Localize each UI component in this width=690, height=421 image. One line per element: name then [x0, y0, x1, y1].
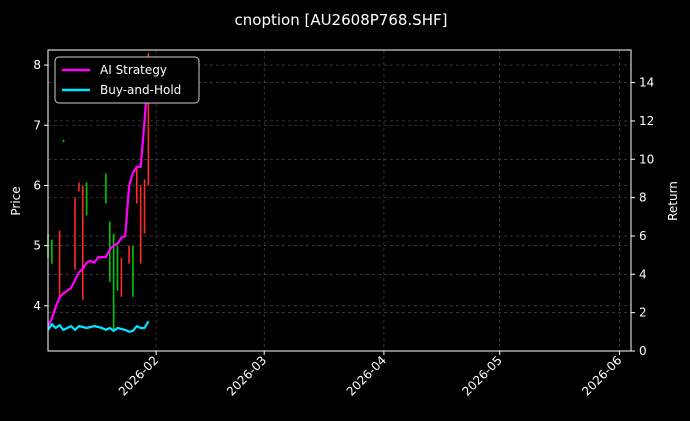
series-line-ai-strategy: [47, 72, 150, 327]
candle: [51, 239, 53, 264]
candle: [143, 179, 146, 234]
legend-label-ai-strategy: AI Strategy: [100, 63, 167, 77]
y-right-tick-label: 4: [639, 267, 647, 281]
candle: [132, 245, 134, 297]
y-right-tick-label: 12: [639, 114, 654, 128]
axes-frame: [47, 49, 632, 352]
series-line-buy-and-hold: [47, 320, 150, 333]
y-left-tick-label: 6: [33, 178, 41, 192]
chart-title: cnoption [AU2608P768.SHF]: [235, 11, 448, 29]
candle: [58, 230, 61, 297]
y-left-tick-label: 5: [33, 239, 41, 253]
candle: [62, 139, 65, 143]
series-lines: [47, 72, 150, 333]
y-right-tick-label: 14: [639, 76, 654, 90]
y-left-tick-label: 4: [33, 299, 41, 313]
candle: [120, 257, 123, 297]
y-left-tick-label: 7: [33, 118, 41, 132]
legend-label-buy-and-hold: Buy-and-Hold: [100, 83, 181, 97]
y-axis-left-label: Price: [9, 186, 23, 215]
candle: [147, 53, 150, 186]
y-right-tick-label: 6: [639, 229, 647, 243]
candle: [139, 185, 142, 264]
y-right-tick-label: 10: [639, 152, 654, 166]
candle: [78, 182, 80, 192]
y-right-tick-label: 0: [639, 344, 647, 358]
candle: [136, 167, 138, 204]
candle: [81, 185, 84, 300]
y-right-tick-label: 8: [639, 191, 647, 205]
y-axis-right-label: Return: [666, 181, 680, 221]
legend-box: [54, 56, 200, 104]
y-left-tick-label: 8: [33, 58, 41, 72]
legend: AI Strategy Buy-and-Hold: [54, 56, 200, 104]
candle: [112, 233, 115, 330]
y-right-tick-label: 2: [639, 306, 647, 320]
candle: [85, 182, 88, 216]
candle: [74, 197, 76, 270]
candle: [105, 173, 107, 204]
candle: [128, 245, 130, 264]
candle: [116, 245, 119, 291]
